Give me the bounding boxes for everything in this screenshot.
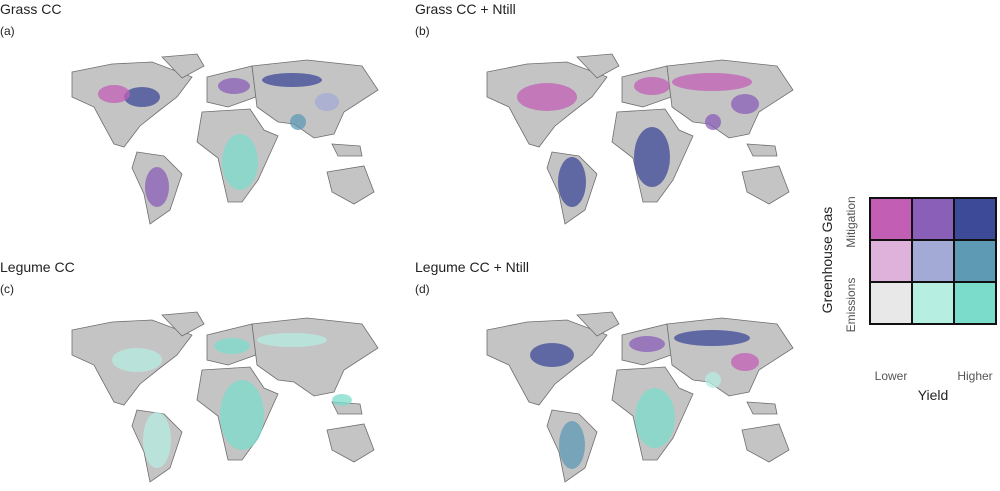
map-region	[143, 412, 171, 468]
map-panel: Grass CC (a)	[0, 1, 379, 225]
map-region	[262, 73, 322, 87]
panel-label: (d)	[415, 282, 430, 296]
legend-x-title: Yield	[918, 387, 949, 403]
map-region	[731, 353, 759, 371]
legend-x-label: Lower	[875, 369, 908, 383]
map-region	[530, 343, 574, 367]
world-map	[71, 311, 379, 483]
panels: Grass CC (a) Grass CC + Ntill (b) Legume CC (…	[0, 1, 794, 483]
world-map	[486, 311, 794, 483]
map-region	[145, 167, 169, 207]
legend-cell	[953, 281, 997, 325]
map-panel: Legume CC + Ntill (d)	[415, 259, 794, 483]
legend-y-label: Emissions	[844, 278, 858, 333]
map-region	[629, 336, 665, 352]
legend: Greenhouse Gas Mitigation Emissions Lowe…	[819, 196, 997, 403]
map-region	[98, 85, 130, 103]
map-region	[672, 73, 752, 91]
world-map	[71, 53, 379, 225]
map-region	[517, 83, 577, 111]
map-region	[112, 348, 162, 372]
map-region	[559, 421, 585, 469]
map-region	[222, 134, 258, 190]
map-region	[705, 372, 721, 388]
legend-cell	[911, 239, 955, 283]
map-region	[214, 338, 250, 354]
map-region	[124, 87, 160, 107]
map-region	[332, 394, 352, 406]
map-region	[218, 78, 250, 94]
map-region	[705, 114, 721, 130]
legend-cell	[953, 239, 997, 283]
map-region	[290, 114, 306, 130]
legend-cell	[953, 197, 997, 241]
map-panel: Grass CC + Ntill (b)	[415, 1, 794, 225]
panel-title: Grass CC + Ntill	[415, 1, 516, 17]
panel-label: (a)	[0, 24, 15, 38]
legend-cell	[911, 281, 955, 325]
map-region	[315, 93, 339, 111]
legend-cell	[869, 197, 913, 241]
map-region	[635, 388, 675, 448]
panel-title: Legume CC	[0, 259, 75, 275]
map-region	[674, 330, 750, 346]
world-map	[486, 53, 794, 225]
panel-label: (c)	[0, 282, 14, 296]
panel-label: (b)	[415, 24, 430, 38]
map-panel: Legume CC (c)	[0, 259, 379, 483]
map-region	[634, 77, 670, 95]
legend-cell	[869, 281, 913, 325]
map-region	[731, 94, 759, 114]
map-region	[558, 157, 586, 207]
panel-title: Grass CC	[0, 1, 61, 17]
legend-y-title: Greenhouse Gas	[819, 207, 835, 314]
legend-y-label: Mitigation	[844, 196, 858, 247]
legend-x-label: Higher	[957, 369, 992, 383]
legend-cell	[911, 197, 955, 241]
panel-title: Legume CC + Ntill	[415, 259, 529, 275]
map-region	[220, 380, 264, 450]
legend-cell	[869, 239, 913, 283]
map-region	[257, 333, 327, 347]
map-region	[634, 127, 670, 187]
